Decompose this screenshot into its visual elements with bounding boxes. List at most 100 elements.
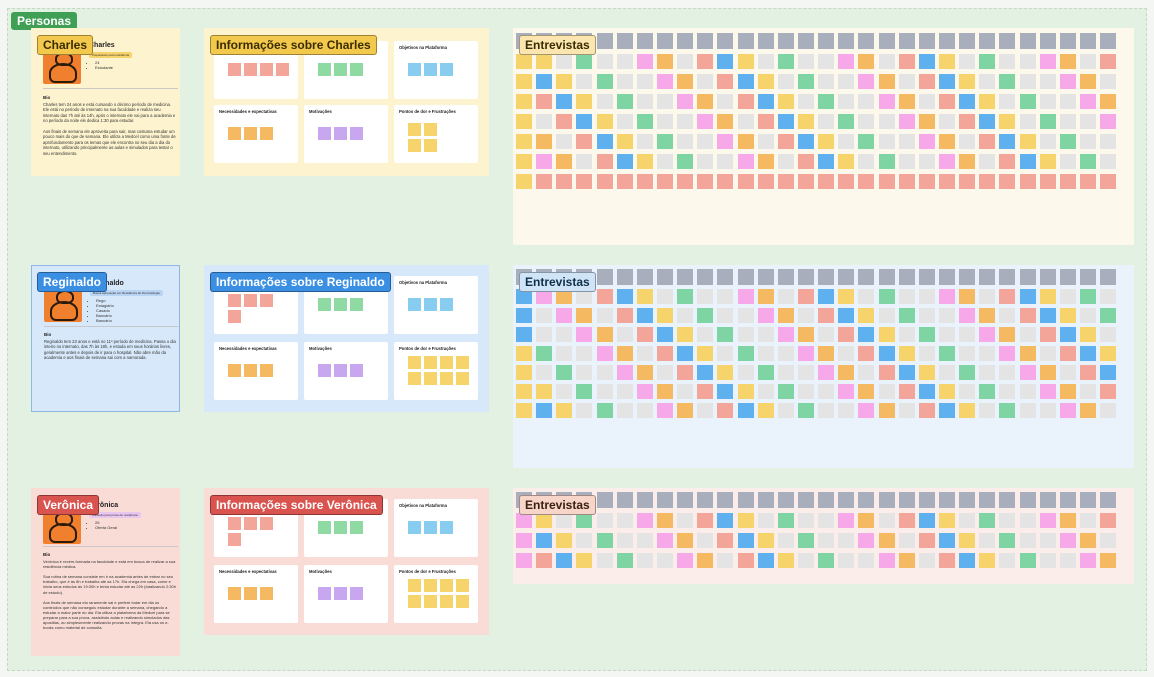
question-header-note[interactable] xyxy=(737,492,754,508)
answer-note[interactable] xyxy=(536,346,553,361)
answer-note[interactable] xyxy=(717,403,734,418)
answer-note[interactable] xyxy=(959,114,976,129)
question-header-note[interactable] xyxy=(959,492,976,508)
answer-note[interactable] xyxy=(1100,327,1117,342)
answer-note[interactable] xyxy=(959,174,976,189)
answer-note[interactable] xyxy=(576,553,593,568)
answer-note[interactable] xyxy=(858,403,875,418)
answer-note[interactable] xyxy=(1100,513,1117,528)
question-header-note[interactable] xyxy=(797,492,814,508)
answer-note[interactable] xyxy=(616,553,633,568)
answer-note[interactable] xyxy=(556,327,573,342)
answer-note[interactable] xyxy=(636,327,653,342)
answer-note[interactable] xyxy=(797,327,814,342)
answer-note[interactable] xyxy=(616,54,633,69)
answer-note[interactable] xyxy=(1039,308,1056,323)
answer-note[interactable] xyxy=(737,289,754,304)
answer-note[interactable] xyxy=(1100,134,1117,149)
answer-note[interactable] xyxy=(838,403,855,418)
answer-note[interactable] xyxy=(596,513,613,528)
answer-note[interactable] xyxy=(516,384,532,399)
answer-note[interactable] xyxy=(918,114,935,129)
answer-note[interactable] xyxy=(697,94,714,109)
answer-note[interactable] xyxy=(777,54,794,69)
answer-note[interactable] xyxy=(999,403,1016,418)
answer-note[interactable] xyxy=(576,384,593,399)
question-header-note[interactable] xyxy=(797,269,814,285)
answer-note[interactable] xyxy=(596,384,613,399)
info-title-reginaldo[interactable]: Informações sobre Reginaldo xyxy=(210,272,391,292)
question-header-note[interactable] xyxy=(858,33,875,49)
answer-note[interactable] xyxy=(516,346,532,361)
answer-note[interactable] xyxy=(576,533,593,548)
answer-note[interactable] xyxy=(797,308,814,323)
answer-note[interactable] xyxy=(858,513,875,528)
answer-note[interactable] xyxy=(737,365,754,380)
question-header-note[interactable] xyxy=(717,33,734,49)
question-header-note[interactable] xyxy=(777,269,794,285)
answer-note[interactable] xyxy=(858,365,875,380)
answer-note[interactable] xyxy=(616,346,633,361)
answer-note[interactable] xyxy=(858,308,875,323)
answer-note[interactable] xyxy=(697,533,714,548)
answer-note[interactable] xyxy=(777,74,794,89)
answer-note[interactable] xyxy=(938,154,955,169)
answer-note[interactable] xyxy=(878,94,895,109)
answer-note[interactable] xyxy=(858,174,875,189)
answer-note[interactable] xyxy=(576,346,593,361)
question-header-note[interactable] xyxy=(918,492,935,508)
answer-note[interactable] xyxy=(677,289,694,304)
answer-note[interactable] xyxy=(1019,174,1036,189)
answer-note[interactable] xyxy=(777,308,794,323)
answer-note[interactable] xyxy=(536,174,553,189)
answer-note[interactable] xyxy=(777,365,794,380)
answer-note[interactable] xyxy=(737,74,754,89)
answer-note[interactable] xyxy=(757,174,774,189)
answer-note[interactable] xyxy=(677,553,694,568)
answer-note[interactable] xyxy=(1039,403,1056,418)
answer-note[interactable] xyxy=(656,365,673,380)
answer-note[interactable] xyxy=(556,533,573,548)
answer-note[interactable] xyxy=(797,174,814,189)
answer-note[interactable] xyxy=(797,365,814,380)
answer-note[interactable] xyxy=(636,54,653,69)
answer-note[interactable] xyxy=(838,174,855,189)
answer-note[interactable] xyxy=(596,94,613,109)
answer-note[interactable] xyxy=(979,174,996,189)
answer-note[interactable] xyxy=(1079,384,1096,399)
answer-note[interactable] xyxy=(979,134,996,149)
answer-note[interactable] xyxy=(717,154,734,169)
answer-note[interactable] xyxy=(938,54,955,69)
question-header-note[interactable] xyxy=(918,33,935,49)
quadrant-goals[interactable]: Objetivos na Plataforma xyxy=(394,41,478,99)
answer-note[interactable] xyxy=(596,114,613,129)
question-header-note[interactable] xyxy=(1019,33,1036,49)
answer-note[interactable] xyxy=(697,154,714,169)
question-header-note[interactable] xyxy=(818,33,835,49)
question-header-note[interactable] xyxy=(797,33,814,49)
answer-note[interactable] xyxy=(999,174,1016,189)
answer-note[interactable] xyxy=(576,513,593,528)
answer-note[interactable] xyxy=(938,134,955,149)
answer-note[interactable] xyxy=(838,114,855,129)
answer-note[interactable] xyxy=(1059,308,1076,323)
question-header-note[interactable] xyxy=(818,269,835,285)
answer-note[interactable] xyxy=(656,154,673,169)
answer-note[interactable] xyxy=(677,346,694,361)
question-header-note[interactable] xyxy=(999,269,1016,285)
answer-note[interactable] xyxy=(1039,513,1056,528)
answer-note[interactable] xyxy=(576,365,593,380)
answer-note[interactable] xyxy=(596,533,613,548)
answer-note[interactable] xyxy=(1059,533,1076,548)
answer-note[interactable] xyxy=(717,553,734,568)
answer-note[interactable] xyxy=(1039,289,1056,304)
quadrant-needs[interactable]: Necessidades e expectativas xyxy=(214,565,298,623)
answer-note[interactable] xyxy=(636,154,653,169)
answer-note[interactable] xyxy=(979,308,996,323)
answer-note[interactable] xyxy=(898,54,915,69)
answer-note[interactable] xyxy=(1039,54,1056,69)
answer-note[interactable] xyxy=(1079,74,1096,89)
answer-note[interactable] xyxy=(979,74,996,89)
answer-note[interactable] xyxy=(999,384,1016,399)
answer-note[interactable] xyxy=(556,174,573,189)
